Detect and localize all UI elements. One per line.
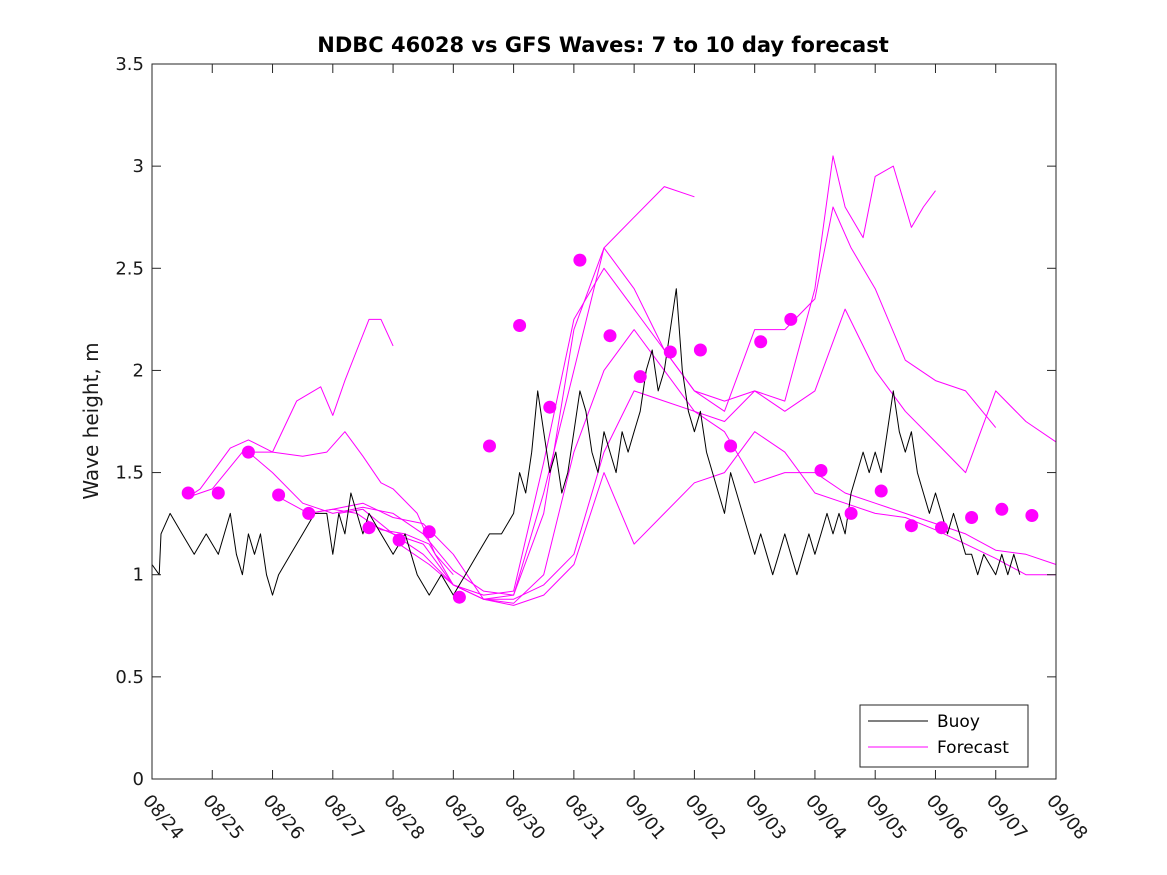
forecast-marker — [814, 464, 828, 477]
forecast-marker — [724, 439, 738, 453]
forecast-marker — [452, 590, 466, 604]
y-tick-label: 2.5 — [115, 258, 144, 279]
y-tick-label: 3 — [133, 156, 144, 177]
forecast-marker — [935, 521, 948, 535]
forecast-marker — [513, 319, 527, 332]
forecast-marker — [633, 370, 647, 384]
series-line-forecast-run-3 — [248, 186, 695, 596]
legend: Buoy Forecast — [859, 704, 1029, 768]
forecast-marker — [995, 502, 1009, 516]
forecast-marker — [573, 253, 587, 267]
forecast-marker — [181, 486, 195, 500]
forecast-marker — [362, 521, 376, 535]
forecast-marker — [543, 400, 557, 414]
y-tick-label: 1 — [133, 565, 144, 586]
series-line-buoy — [151, 288, 1021, 596]
legend-label-forecast: Forecast — [937, 738, 1009, 758]
y-axis-label: Wave height, m — [79, 342, 103, 499]
y-tick-label: 2 — [133, 360, 144, 381]
forecast-marker — [874, 484, 888, 498]
legend-box — [859, 704, 1029, 768]
legend-label-buoy: Buoy — [937, 712, 980, 732]
forecast-marker — [754, 335, 768, 349]
forecast-marker — [965, 511, 979, 524]
y-tick-label: 1.5 — [115, 463, 144, 484]
forecast-marker — [1025, 509, 1039, 522]
forecast-marker — [483, 439, 496, 453]
forecast-marker — [211, 486, 225, 500]
series-line-forecast-run-4 — [278, 155, 936, 596]
forecast-marker — [603, 329, 617, 343]
y-tick-label: 0.5 — [115, 667, 144, 688]
series-line-forecast-run-1 — [187, 318, 394, 498]
forecast-markers — [181, 253, 1039, 604]
forecast-marker — [241, 445, 255, 459]
forecast-marker — [904, 519, 918, 533]
y-tick-label: 0 — [133, 769, 144, 790]
y-tick-label: 3.5 — [115, 54, 144, 75]
forecast-marker — [844, 506, 858, 520]
forecast-marker — [272, 488, 286, 502]
chart-title: NDBC 46028 vs GFS Waves: 7 to 10 day for… — [317, 33, 888, 57]
forecast-marker — [392, 533, 406, 547]
forecast-marker — [302, 506, 316, 520]
series-line-forecast-run-8 — [398, 431, 1056, 606]
forecast-marker — [784, 312, 798, 326]
forecast-marker — [693, 343, 707, 357]
y-axis-ticks: 0 0.5 1 1.5 2 2.5 3 3.5 — [115, 54, 1056, 790]
forecast-marker — [663, 345, 677, 359]
plot-frame — [151, 63, 1057, 780]
forecast-marker — [422, 525, 436, 539]
